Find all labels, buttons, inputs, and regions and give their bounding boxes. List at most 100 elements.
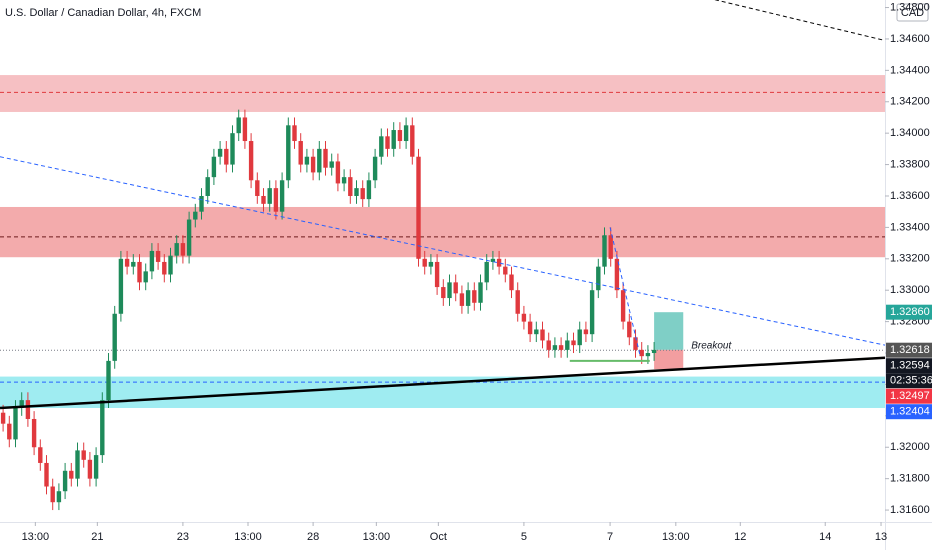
candle-body (323, 148, 328, 168)
candle-body (428, 261, 434, 267)
candle-body (100, 400, 105, 456)
candle-body (7, 423, 12, 440)
trend-line (0, 156, 886, 346)
chart-title: U.S. Dollar / Canadian Dollar, 4h, FXCM (5, 7, 201, 19)
candle-body (645, 353, 651, 357)
candle-body (521, 313, 527, 322)
x-tick-label: 12 (734, 531, 746, 543)
candle-body (459, 293, 465, 306)
candle-body (31, 418, 37, 448)
candle-body (583, 329, 589, 335)
trend-line (609, 227, 641, 355)
candle-body (639, 349, 644, 357)
candle-body (453, 282, 458, 294)
candle-body (478, 282, 483, 303)
candle-body (348, 177, 353, 196)
candle-body (310, 156, 316, 173)
candle-body (472, 290, 477, 303)
candle-body (62, 470, 68, 492)
zone (0, 376, 885, 408)
candle-body (447, 282, 452, 299)
trend-line (0, 356, 886, 410)
price-label: 1.32404 (890, 406, 930, 418)
candle-body (273, 188, 279, 212)
position-stop (654, 349, 684, 370)
candle-body (50, 486, 55, 503)
currency-box[interactable] (896, 3, 929, 22)
candle-body (81, 450, 86, 460)
price-label: 1.32594 (890, 360, 930, 372)
price-label-box (886, 358, 932, 374)
candle-body (211, 156, 217, 178)
candle-body (38, 447, 43, 463)
candle-body (143, 271, 148, 283)
candle-body (515, 290, 520, 314)
candle-body (199, 195, 204, 212)
candle-body (379, 136, 384, 157)
candle-body (329, 161, 334, 168)
candle-body (224, 148, 229, 165)
candle-body (13, 407, 18, 440)
candle-body (602, 235, 607, 267)
x-tick-label: 5 (521, 531, 527, 543)
x-tick-label: 13:00 (234, 531, 262, 543)
candle-body (25, 400, 31, 419)
candle-body (509, 274, 514, 291)
candle-body (596, 266, 601, 291)
candle-body (552, 345, 558, 350)
x-tick-label: 21 (91, 531, 103, 543)
candle-body (496, 258, 502, 267)
countdown: 02:35:36 (890, 375, 932, 387)
candle-body (279, 180, 285, 212)
candle-body (651, 349, 657, 354)
trend-line (714, 0, 886, 42)
candle-body (0, 412, 6, 424)
candle-body (248, 141, 254, 181)
candle-body (261, 195, 266, 204)
candle-body (620, 290, 626, 322)
y-tick-label: 1.34200 (890, 96, 930, 108)
x-tick-label: 7 (607, 531, 613, 543)
position-target (654, 312, 684, 350)
candle-body (217, 148, 223, 157)
x-tick-label: 13 (875, 531, 887, 543)
price-label-box (886, 342, 932, 358)
candle-body (546, 340, 551, 350)
candle-body (354, 188, 359, 196)
candle-body (174, 243, 179, 256)
price-label-box (886, 304, 932, 320)
y-tick-label: 1.33800 (890, 158, 930, 170)
candle-body (589, 290, 595, 335)
candle-body (410, 125, 415, 157)
candle-body (155, 250, 161, 262)
candle-body (614, 258, 620, 291)
candle-body (385, 136, 390, 149)
price-label-box (886, 404, 932, 420)
candle-body (106, 360, 111, 401)
candle-body (131, 261, 136, 267)
candle-body (112, 313, 117, 361)
candle-body (162, 261, 167, 275)
currency[interactable]: CAD (901, 7, 924, 19)
x-tick-label: 14 (819, 531, 831, 543)
candle-body (608, 235, 613, 259)
candle-body (149, 250, 155, 272)
x-tick-label: 13:00 (363, 531, 391, 543)
candle-body (267, 188, 272, 204)
x-tick-label: 13:00 (22, 531, 50, 543)
price-label: 1.32860 (890, 306, 930, 318)
candle-body (484, 261, 489, 283)
candle-body (255, 180, 260, 196)
candle-body (391, 130, 396, 149)
candle-body (230, 133, 235, 165)
candle-body (118, 258, 124, 314)
candle-body (304, 156, 310, 165)
candle-body (403, 125, 409, 142)
zone (0, 75, 885, 112)
candle-body (69, 470, 74, 479)
candle-body (441, 287, 446, 299)
candle-body (44, 462, 49, 487)
price-label-box (886, 388, 932, 404)
x-tick-label: 23 (177, 531, 189, 543)
price-label: 1.32497 (890, 390, 930, 402)
